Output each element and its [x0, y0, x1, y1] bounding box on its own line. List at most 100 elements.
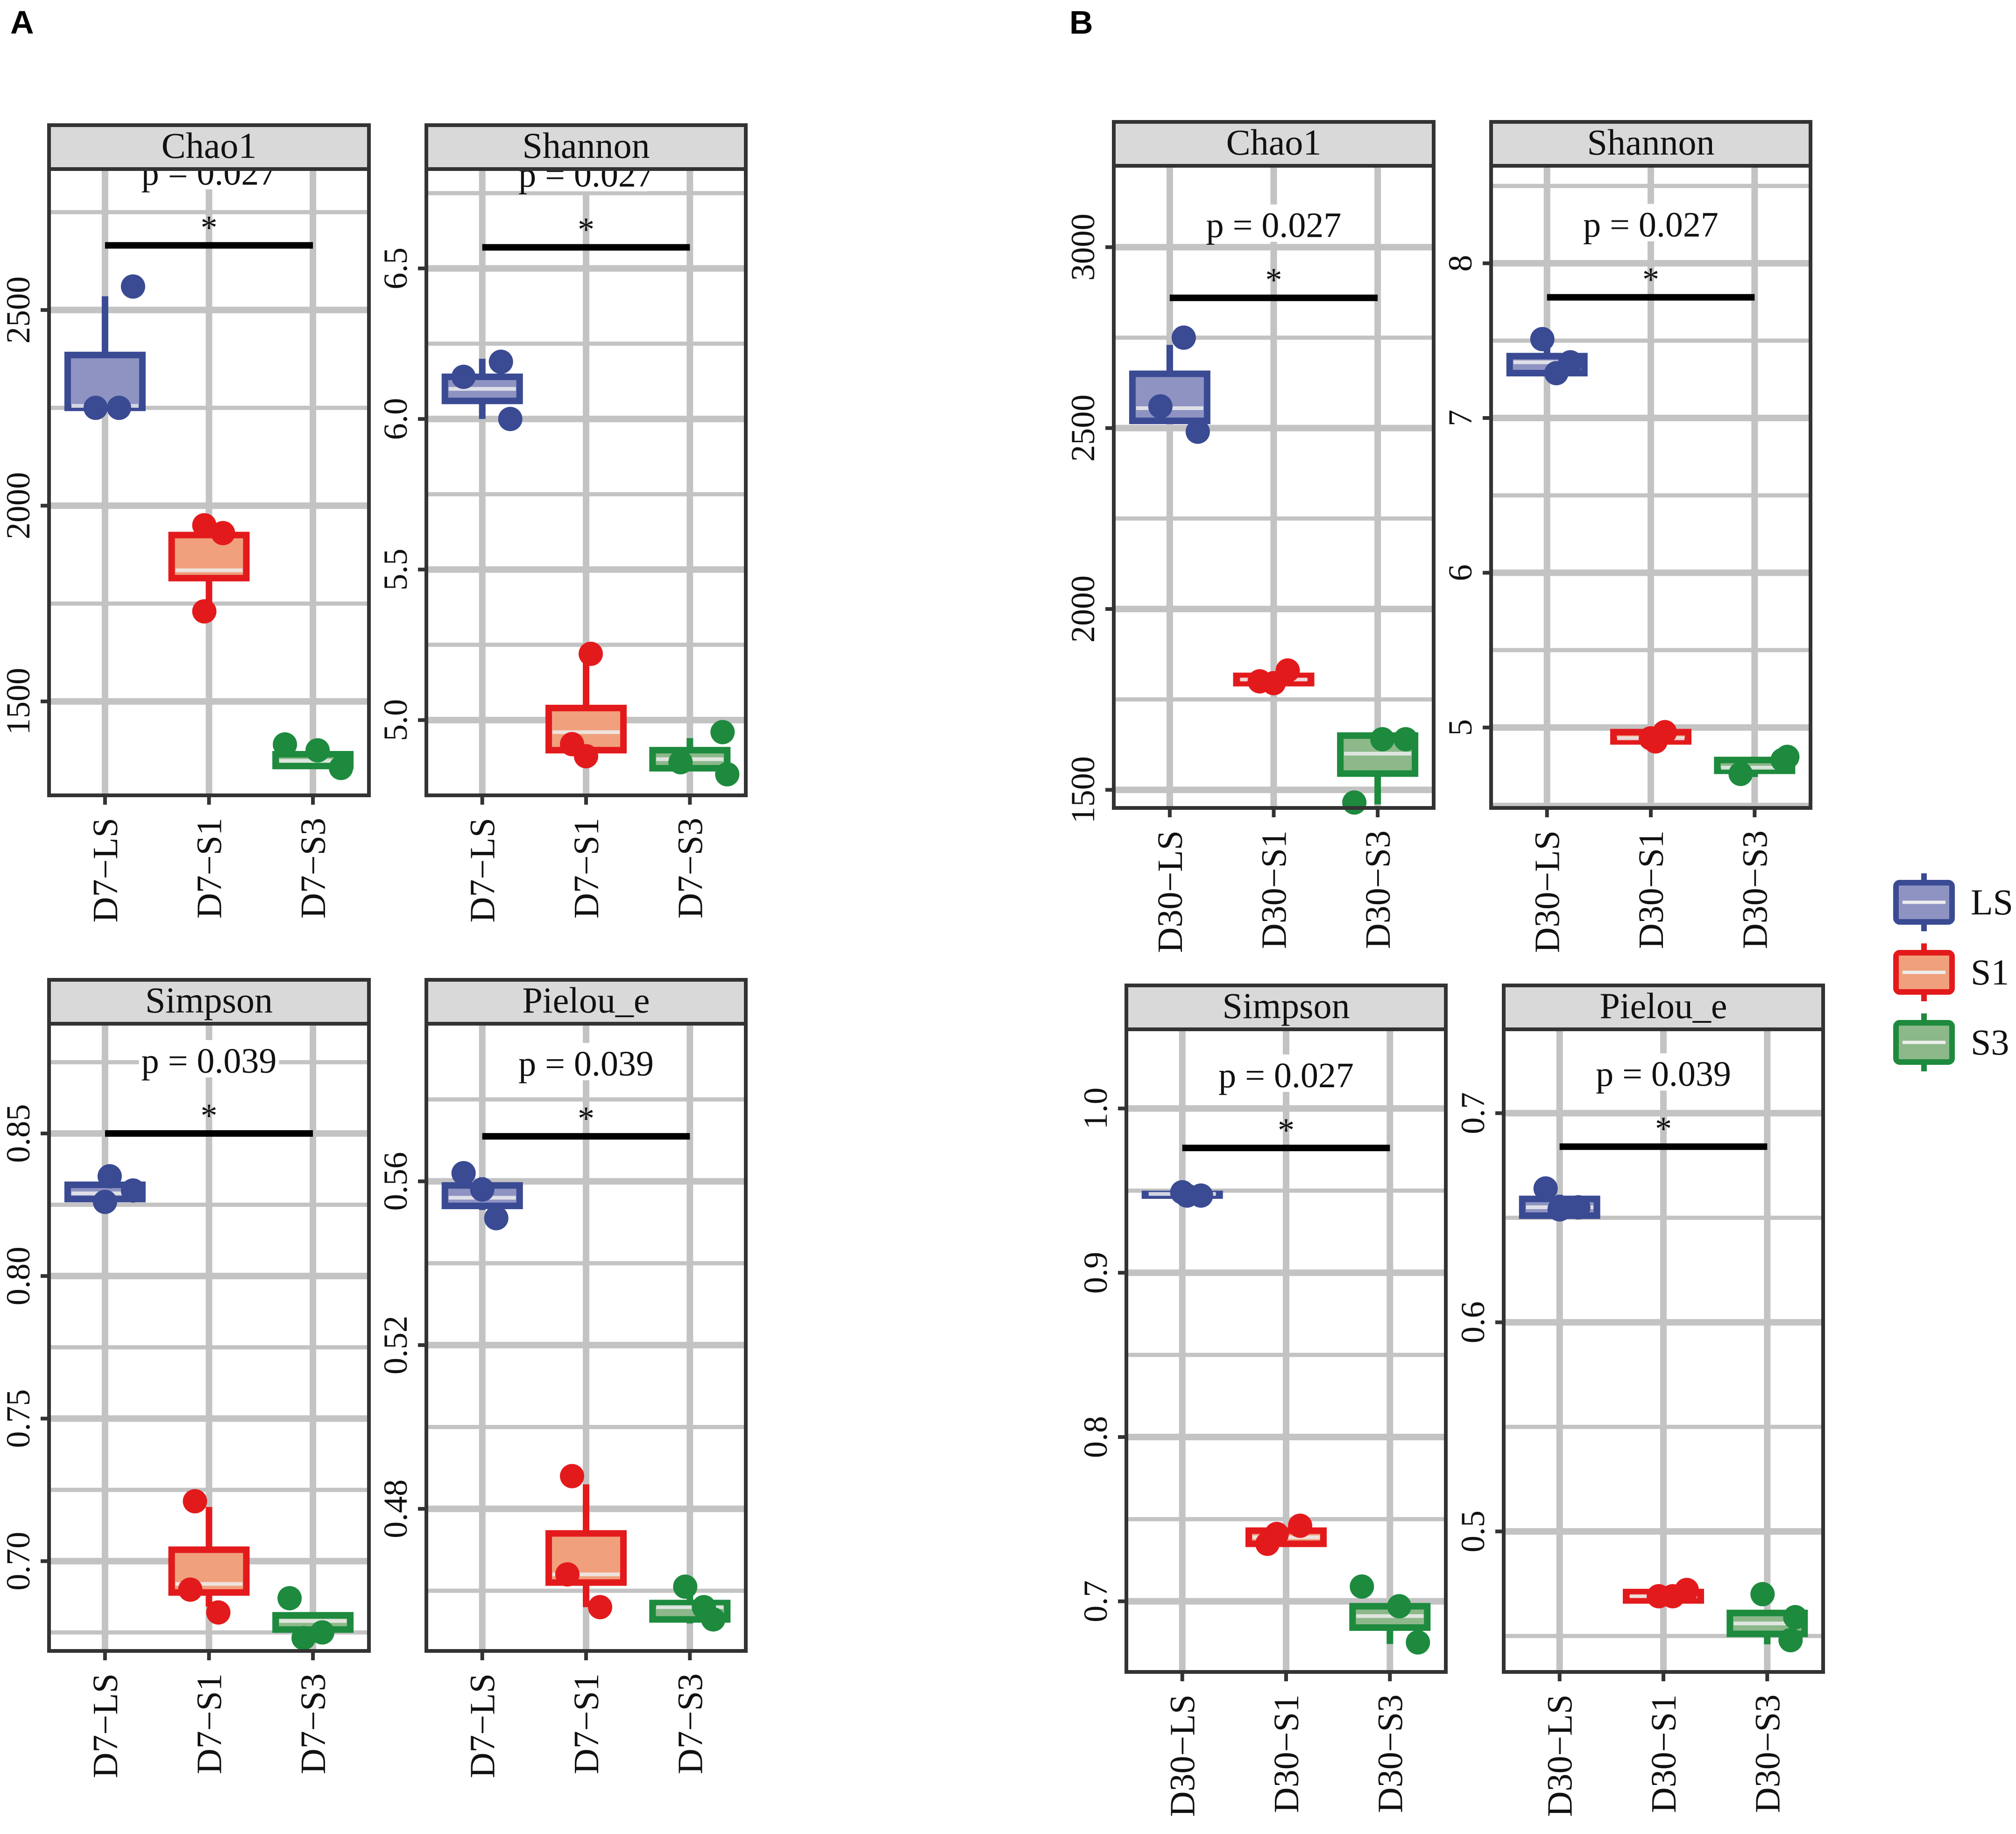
data-point — [588, 1595, 612, 1620]
data-point — [92, 1190, 117, 1214]
facet-strip — [1125, 984, 1448, 1031]
y-tick-label: 0.85 — [0, 1104, 37, 1163]
y-tick-label: 1500 — [1064, 756, 1102, 823]
data-point — [484, 1206, 509, 1231]
y-tick-label: 3000 — [1064, 213, 1102, 281]
p-value-background — [1593, 1053, 1733, 1091]
facet-title: Shannon — [523, 125, 650, 166]
x-tick-label: D7−S3 — [671, 818, 710, 919]
facet-strip — [424, 978, 748, 1026]
data-point — [192, 599, 217, 624]
x-tick-label: D30−S1 — [1632, 830, 1671, 949]
significance-star: * — [201, 1097, 218, 1134]
y-tick-label: 0.6 — [1454, 1301, 1492, 1343]
x-tick-label: D30−LS — [1151, 830, 1190, 953]
x-tick-label: D30−LS — [1528, 830, 1567, 953]
data-point — [1770, 748, 1795, 772]
legend-item-ls: LS — [1893, 873, 2013, 931]
data-point — [574, 744, 598, 769]
x-tick-label: D7−S3 — [294, 1673, 333, 1774]
data-point — [1342, 790, 1367, 815]
facet-b-simpson: p = 0.027 * Simpson 0.7 0.8 0.9 1.0 D30−LS D30−S… — [1077, 984, 1448, 1817]
facet-strip — [47, 123, 371, 171]
y-tick-label: 6 — [1442, 564, 1479, 581]
data-point — [1265, 1522, 1289, 1546]
data-point — [120, 274, 145, 299]
y-tick-label: 0.80 — [0, 1246, 37, 1305]
data-point — [579, 641, 603, 666]
p-value-label: p = 0.039 — [518, 1044, 654, 1083]
panel-letter-a: A — [10, 4, 34, 41]
x-tick-label: D30−S3 — [1371, 1694, 1410, 1813]
y-tick-label: 8 — [1442, 255, 1479, 272]
facet-title: Chao1 — [1226, 122, 1322, 163]
data-point — [1148, 394, 1173, 419]
p-value-label: p = 0.027 — [1583, 205, 1719, 245]
data-point — [310, 1620, 335, 1645]
data-point — [1750, 1582, 1775, 1607]
data-point — [715, 762, 740, 786]
data-point — [277, 1586, 302, 1611]
data-point — [183, 1489, 207, 1514]
x-tick-label: D7−LS — [86, 818, 125, 922]
data-point — [451, 364, 476, 389]
significance-star: * — [1266, 262, 1282, 299]
data-point — [1370, 727, 1395, 751]
facet-b-pielou_e: p = 0.039 * Pielou_e 0.5 0.6 0.7 D30−LS D30−S1 D… — [1454, 984, 1825, 1817]
y-tick-label: 2500 — [1064, 395, 1102, 462]
facet-a-simpson: p = 0.039 * Simpson 0.70 0.75 0.80 0.85 D7−LS D7… — [0, 978, 371, 1778]
y-tick-label: 2500 — [0, 276, 37, 344]
panel-letter-b: B — [1069, 4, 1093, 41]
data-point — [1675, 1578, 1699, 1602]
legend-label: S3 — [1971, 1022, 2009, 1062]
y-tick-label: 0.7 — [1454, 1092, 1492, 1134]
data-point — [206, 1600, 231, 1625]
x-tick-label: D30−S3 — [1748, 1694, 1787, 1813]
p-value-label: p = 0.027 — [1206, 206, 1342, 245]
data-point — [1728, 762, 1753, 786]
p-value-background — [1203, 204, 1344, 242]
y-tick-label: 0.48 — [377, 1480, 414, 1538]
x-tick-label: D30−S3 — [1735, 830, 1775, 949]
facet-strip — [47, 978, 371, 1026]
legend-item-s3: S3 — [1893, 1013, 2009, 1071]
data-point — [488, 349, 513, 374]
x-tick-label: D30−LS — [1541, 1694, 1580, 1817]
data-point — [555, 1562, 580, 1587]
x-tick-label: D7−S1 — [567, 818, 606, 919]
y-tick-label: 2000 — [0, 472, 37, 539]
significance-star: * — [201, 209, 218, 246]
data-point — [1778, 1628, 1803, 1652]
data-point — [1185, 419, 1210, 444]
significance-star: * — [1655, 1110, 1672, 1147]
significance-star: * — [578, 211, 594, 248]
x-tick-label: D30−S1 — [1267, 1694, 1306, 1813]
y-tick-label: 5 — [1442, 719, 1479, 736]
y-tick-label: 6.0 — [377, 398, 414, 440]
facet-strip — [1489, 120, 1812, 168]
y-tick-label: 0.8 — [1077, 1416, 1114, 1458]
p-value-background — [1216, 1054, 1356, 1092]
data-point — [1558, 350, 1583, 375]
x-tick-label: D30−S1 — [1255, 830, 1294, 949]
y-tick-label: 5.5 — [377, 548, 414, 590]
data-point — [701, 1607, 726, 1632]
y-tick-label: 1.0 — [1077, 1088, 1114, 1130]
legend: LS S1 S3 — [1893, 873, 2013, 1071]
data-point — [1288, 1513, 1312, 1538]
data-point — [1275, 658, 1300, 683]
significance-star: * — [1642, 261, 1659, 298]
data-point — [1566, 1195, 1591, 1220]
data-point — [673, 1574, 698, 1599]
iqr-box — [545, 705, 627, 754]
x-tick-label: D7−S1 — [190, 818, 229, 919]
x-tick-label: D30−S1 — [1644, 1694, 1684, 1813]
y-tick-label: 0.52 — [377, 1316, 414, 1374]
y-tick-label: 0.56 — [377, 1152, 414, 1211]
data-point — [1394, 727, 1418, 751]
p-value-label: p = 0.039 — [141, 1041, 277, 1081]
y-tick-label: 1500 — [0, 668, 37, 735]
facet-strip — [424, 123, 748, 171]
data-point — [560, 1464, 584, 1488]
